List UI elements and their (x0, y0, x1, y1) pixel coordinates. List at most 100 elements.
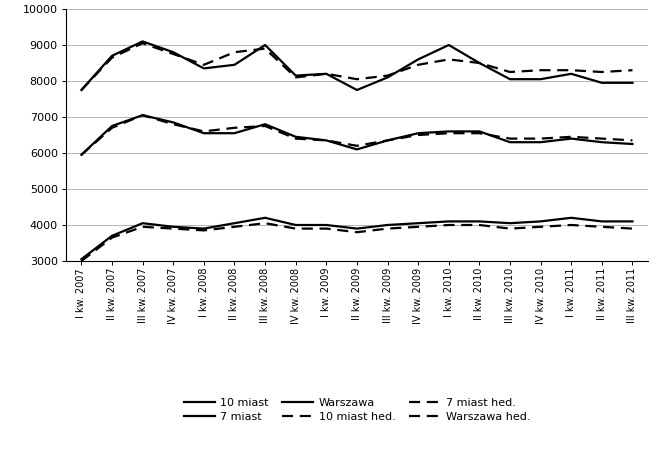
7 miast (169, 120, 177, 125)
7 miast hed. (292, 136, 299, 141)
7 miast hed. (169, 122, 177, 127)
7 miast hed. (598, 136, 606, 141)
10 miast hed. (598, 224, 606, 230)
10 miast hed. (231, 224, 239, 230)
Warszawa (598, 80, 606, 86)
Warszawa hed. (169, 51, 177, 57)
Warszawa hed. (77, 87, 85, 93)
Warszawa hed. (108, 55, 116, 60)
7 miast hed. (77, 152, 85, 158)
10 miast (506, 220, 514, 226)
7 miast (108, 123, 116, 129)
10 miast (200, 226, 208, 231)
10 miast (169, 224, 177, 230)
7 miast hed. (108, 125, 116, 130)
Line: 7 miast: 7 miast (81, 115, 633, 155)
7 miast (139, 112, 147, 118)
Warszawa hed. (261, 46, 269, 51)
Warszawa (77, 87, 85, 93)
10 miast (475, 219, 483, 224)
10 miast hed. (383, 226, 391, 231)
7 miast hed. (567, 134, 575, 140)
Warszawa (323, 71, 330, 76)
7 miast (414, 130, 422, 136)
10 miast hed. (445, 222, 453, 228)
10 miast hed. (323, 226, 330, 231)
Warszawa hed. (506, 69, 514, 75)
Line: 10 miast hed.: 10 miast hed. (81, 223, 633, 261)
10 miast (383, 222, 391, 228)
7 miast (353, 147, 361, 152)
7 miast hed. (200, 129, 208, 134)
10 miast (537, 219, 545, 224)
7 miast (598, 140, 606, 145)
Warszawa (108, 53, 116, 58)
Warszawa (567, 71, 575, 76)
10 miast (567, 215, 575, 220)
10 miast (231, 220, 239, 226)
7 miast (537, 140, 545, 145)
7 miast hed. (261, 123, 269, 129)
7 miast hed. (506, 136, 514, 141)
10 miast hed. (77, 258, 85, 264)
Warszawa (353, 87, 361, 93)
Warszawa hed. (475, 60, 483, 66)
Warszawa hed. (598, 69, 606, 75)
7 miast (200, 130, 208, 136)
Warszawa (506, 76, 514, 82)
Warszawa hed. (383, 73, 391, 78)
Warszawa (231, 62, 239, 68)
Warszawa hed. (231, 50, 239, 55)
Warszawa hed. (292, 75, 299, 80)
Warszawa (414, 57, 422, 62)
Warszawa (292, 73, 299, 78)
7 miast (445, 129, 453, 134)
10 miast hed. (475, 222, 483, 228)
10 miast hed. (414, 224, 422, 230)
10 miast hed. (200, 228, 208, 233)
Line: Warszawa: Warszawa (81, 41, 633, 90)
7 miast hed. (353, 143, 361, 148)
Warszawa hed. (567, 68, 575, 73)
Warszawa hed. (445, 57, 453, 62)
10 miast (292, 222, 299, 228)
Line: 7 miast hed.: 7 miast hed. (81, 115, 633, 155)
Line: 10 miast: 10 miast (81, 218, 633, 259)
Warszawa hed. (629, 68, 637, 73)
7 miast hed. (323, 138, 330, 143)
7 miast hed. (139, 112, 147, 118)
7 miast (506, 140, 514, 145)
Line: Warszawa hed.: Warszawa hed. (81, 43, 633, 90)
10 miast (261, 215, 269, 220)
7 miast (383, 138, 391, 143)
7 miast hed. (445, 130, 453, 136)
10 miast hed. (108, 235, 116, 240)
7 miast (475, 129, 483, 134)
10 miast (445, 219, 453, 224)
10 miast (353, 226, 361, 231)
Warszawa (629, 80, 637, 86)
Warszawa (169, 50, 177, 55)
7 miast hed. (629, 138, 637, 143)
10 miast hed. (353, 230, 361, 235)
10 miast (77, 256, 85, 262)
10 miast hed. (261, 220, 269, 226)
7 miast (567, 136, 575, 141)
7 miast (292, 134, 299, 140)
10 miast hed. (169, 226, 177, 231)
7 miast (261, 122, 269, 127)
Warszawa hed. (139, 40, 147, 46)
10 miast hed. (567, 222, 575, 228)
10 miast (323, 222, 330, 228)
7 miast hed. (475, 130, 483, 136)
10 miast (629, 219, 637, 224)
10 miast (108, 233, 116, 238)
Legend: 10 miast, 7 miast, Warszawa, 10 miast hed., 7 miast hed., Warszawa hed.: 10 miast, 7 miast, Warszawa, 10 miast he… (184, 398, 530, 422)
Warszawa hed. (537, 68, 545, 73)
7 miast hed. (383, 138, 391, 143)
7 miast (231, 130, 239, 136)
10 miast hed. (629, 226, 637, 231)
7 miast hed. (231, 125, 239, 130)
Warszawa hed. (414, 62, 422, 68)
Warszawa (383, 75, 391, 80)
